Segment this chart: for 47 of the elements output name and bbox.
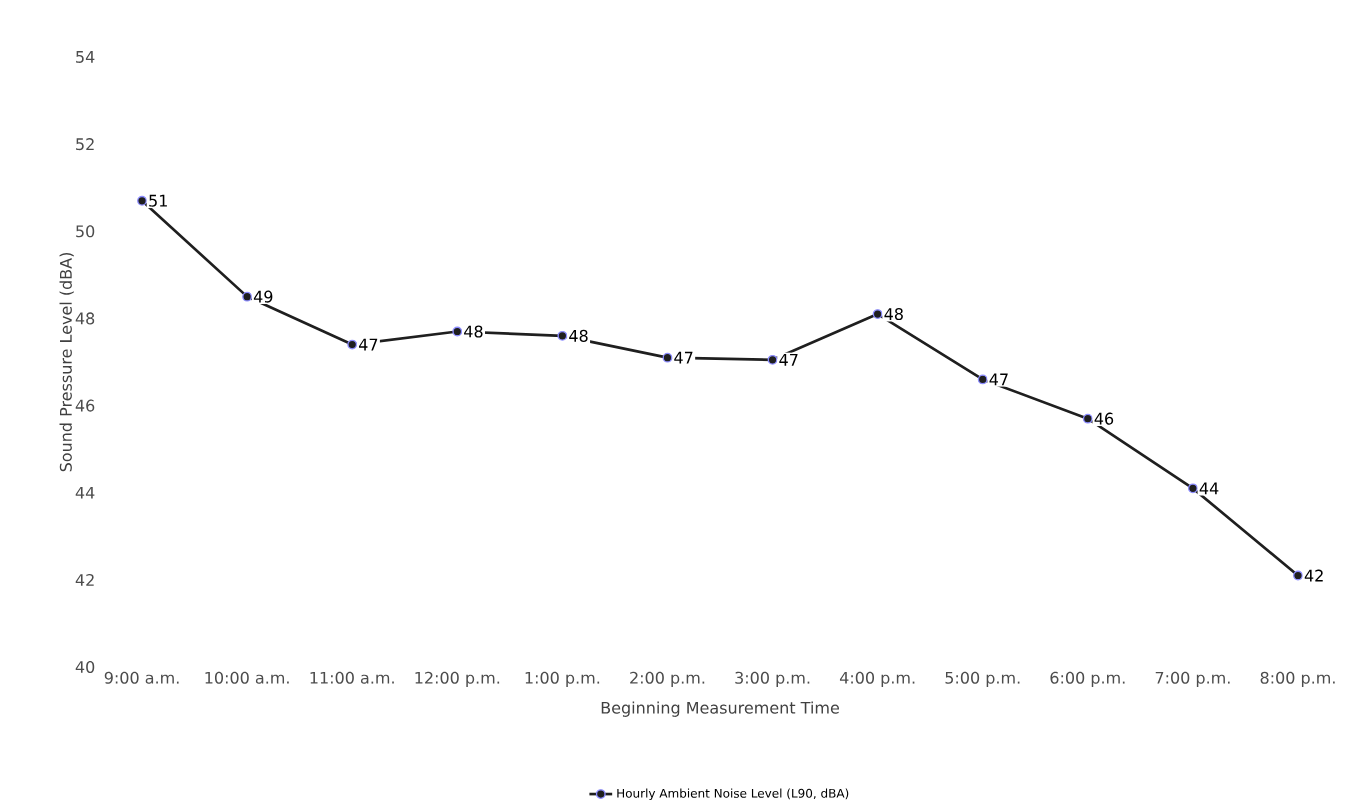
y-tick-label: 44 — [75, 486, 95, 499]
x-tick-label: 10:00 a.m. — [205, 671, 289, 684]
y-tick-label: 42 — [75, 573, 94, 586]
y-tick-label: 40 — [75, 660, 95, 674]
data-label: 48 — [569, 329, 588, 342]
point — [1187, 483, 1198, 494]
y-axis-title: Sound Pressure Level (dBA) — [59, 253, 74, 472]
point — [767, 354, 778, 365]
x-tick-label: 1:00 p.m. — [525, 671, 600, 687]
point — [242, 291, 253, 302]
x-tick-label: 12:00 p.m. — [415, 671, 500, 687]
x-tick-label: 7:00 p.m. — [1155, 671, 1230, 687]
y-tick-label: 52 — [76, 138, 94, 151]
y-tick-label: 46 — [75, 399, 95, 412]
data-label: 48 — [884, 308, 903, 321]
x-axis-title: Beginning Measurement Time — [601, 701, 839, 717]
x-tick-label: 5:00 p.m. — [945, 671, 1020, 687]
x-tick-label: 4:00 p.m. — [839, 671, 915, 687]
y-tick-label: 48 — [75, 312, 95, 325]
y-tick-label: 50 — [76, 225, 95, 238]
point — [452, 326, 463, 337]
data-label: 47 — [674, 351, 693, 364]
x-tick-label: 2:00 p.m. — [630, 671, 705, 687]
point — [1293, 570, 1303, 581]
data-label: 46 — [1094, 412, 1114, 425]
point — [977, 374, 988, 385]
point — [1082, 413, 1093, 424]
point — [872, 309, 883, 320]
data-label: 51 — [149, 194, 167, 207]
x-tick-label: 3:00 p.m. — [735, 671, 810, 687]
y-tick-label: 54 — [76, 51, 95, 63]
point — [137, 195, 147, 206]
data-label: 47 — [358, 338, 378, 351]
data-label: 48 — [464, 325, 483, 338]
x-tick-label: 6:00 p.m. — [1050, 671, 1125, 687]
point — [347, 339, 358, 350]
point — [662, 352, 673, 363]
x-tick-label: 9:00 a.m. — [104, 671, 179, 684]
data-label: 49 — [253, 290, 273, 303]
data-label: 47 — [989, 373, 1008, 386]
data-label: 47 — [779, 354, 798, 366]
point — [557, 330, 568, 341]
x-tick-label: 11:00 a.m. — [310, 671, 394, 684]
data-label: 42 — [1304, 569, 1323, 582]
legend-label: Hourly Ambient Noise Level (L90, dBA) — [617, 788, 849, 801]
x-tick-label: 8:00 p.m. — [1260, 671, 1335, 687]
data-label: 44 — [1199, 482, 1219, 495]
